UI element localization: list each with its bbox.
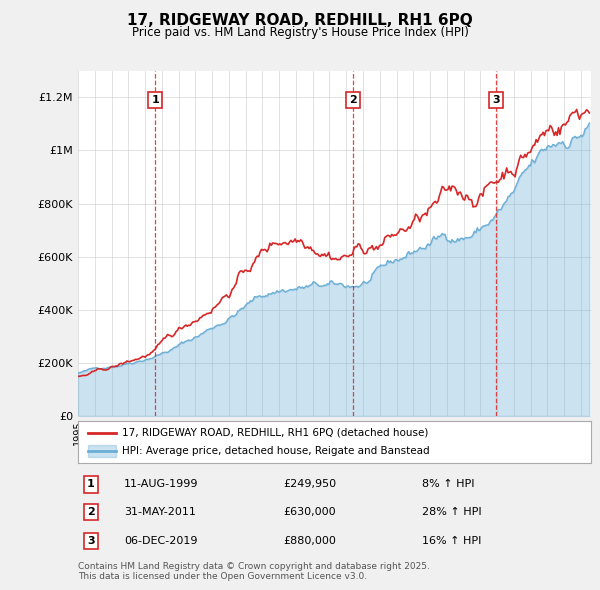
Text: 1: 1 (87, 480, 95, 489)
Text: Contains HM Land Registry data © Crown copyright and database right 2025.
This d: Contains HM Land Registry data © Crown c… (78, 562, 430, 581)
Text: 11-AUG-1999: 11-AUG-1999 (124, 480, 199, 489)
Text: 31-MAY-2011: 31-MAY-2011 (124, 507, 196, 517)
Text: 17, RIDGEWAY ROAD, REDHILL, RH1 6PQ: 17, RIDGEWAY ROAD, REDHILL, RH1 6PQ (127, 13, 473, 28)
Text: 8% ↑ HPI: 8% ↑ HPI (422, 480, 474, 489)
Text: 06-DEC-2019: 06-DEC-2019 (124, 536, 197, 546)
Text: Price paid vs. HM Land Registry's House Price Index (HPI): Price paid vs. HM Land Registry's House … (131, 26, 469, 39)
Text: 16% ↑ HPI: 16% ↑ HPI (422, 536, 481, 546)
Text: £880,000: £880,000 (283, 536, 336, 546)
Text: 28% ↑ HPI: 28% ↑ HPI (422, 507, 481, 517)
Text: 3: 3 (87, 536, 95, 546)
Text: 17, RIDGEWAY ROAD, REDHILL, RH1 6PQ (detached house): 17, RIDGEWAY ROAD, REDHILL, RH1 6PQ (det… (122, 428, 428, 438)
Text: £630,000: £630,000 (283, 507, 336, 517)
Text: 2: 2 (87, 507, 95, 517)
Text: 1: 1 (152, 95, 160, 105)
Text: £249,950: £249,950 (283, 480, 337, 489)
Text: HPI: Average price, detached house, Reigate and Banstead: HPI: Average price, detached house, Reig… (122, 446, 429, 456)
Text: 2: 2 (349, 95, 357, 105)
Text: 3: 3 (492, 95, 500, 105)
